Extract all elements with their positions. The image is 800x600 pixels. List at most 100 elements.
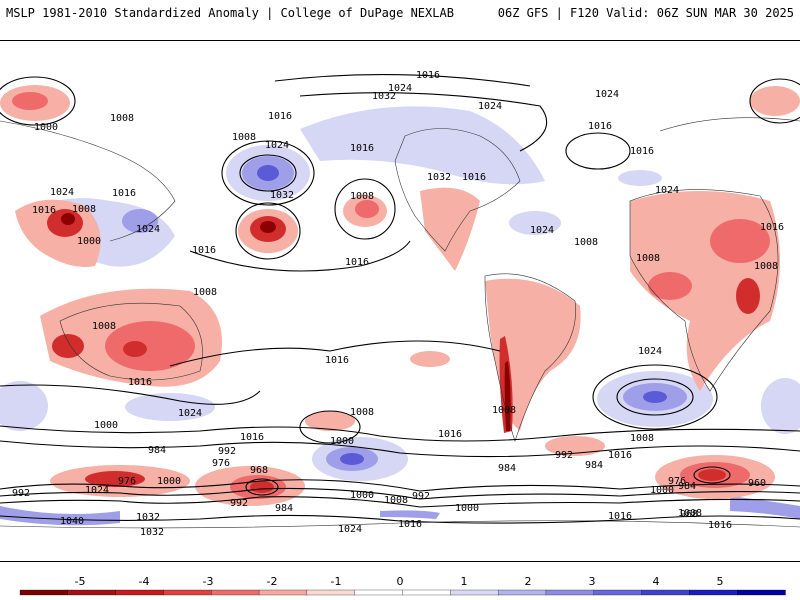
negative-anomaly: [750, 86, 800, 116]
isobar-label: 1008: [232, 132, 256, 143]
colorbar-swatch: [497, 589, 547, 596]
isobar-label: 1016: [588, 121, 612, 132]
isobar-label: 1016: [325, 355, 349, 366]
isobar-label: 1024: [478, 101, 502, 112]
isobar-label: 1016: [350, 143, 374, 154]
colorbar-tick-label: 2: [525, 575, 532, 588]
negative-anomaly: [545, 436, 605, 456]
negative-anomaly: [410, 351, 450, 367]
colorbar-swatch: [354, 589, 404, 596]
map-panel: 1016 1024 1032 1024 1008 1016 1024 1016 …: [0, 40, 800, 562]
positive-anomaly: [257, 165, 279, 181]
isobar-label: 1000: [650, 485, 674, 496]
isobar: [235, 202, 301, 260]
isobar-labels: 1016 1024 1032 1024 1008 1016 1024 1016 …: [12, 70, 784, 538]
isobar-label: 1016: [708, 520, 732, 531]
isobar-label: 1024: [638, 346, 662, 357]
model-run-info: 06Z GFS | F120 Valid: 06Z SUN MAR 30 202…: [497, 6, 794, 20]
isobar-label: 1008: [110, 113, 134, 124]
colorbar-swatch: [19, 589, 69, 596]
isobar: [169, 340, 501, 367]
colorbar-swatch: [163, 589, 212, 596]
isobar-label: 984: [585, 460, 603, 471]
isobar-label: 984: [275, 503, 293, 514]
isobar-label: 1008: [678, 508, 702, 519]
isobar-label: 1040: [60, 516, 84, 527]
isobar-label: 1032: [372, 91, 396, 102]
isobar: [0, 479, 800, 492]
positive-anomaly: [340, 453, 364, 465]
isobar-label: 1024: [50, 187, 74, 198]
colorbar-tick-label: -1: [331, 575, 342, 588]
isobar-label: 1016: [608, 450, 632, 461]
isobar: [0, 496, 800, 508]
positive-anomaly: [643, 391, 667, 403]
isobar-label: 992: [12, 488, 30, 499]
eurasia-outline: [0, 117, 800, 242]
isobar-label: 1016: [462, 172, 486, 183]
australia-outline: [59, 302, 203, 381]
isobar-label: 984: [678, 481, 696, 492]
positive-anomaly: [509, 211, 561, 235]
isobar-label: 1000: [455, 503, 479, 514]
negative-anomaly: [648, 272, 692, 300]
isobar: [0, 384, 261, 405]
isobar: [221, 140, 315, 206]
isobar-label: 1008: [574, 237, 598, 248]
isobar-label: 1000: [94, 420, 118, 431]
isobar: [0, 487, 800, 500]
isobar-label: 1016: [268, 111, 292, 122]
colorbar-swatch: [689, 589, 738, 596]
colorbar-tick-label: -3: [203, 575, 214, 588]
positive-anomaly: [125, 393, 215, 421]
isobar-label: 1016: [760, 222, 784, 233]
isobar-label: 1008: [350, 407, 374, 418]
coastlines: [0, 117, 800, 529]
isobar-label: 960: [748, 478, 766, 489]
isobar: [0, 425, 800, 442]
colorbar-swatch: [545, 589, 595, 596]
isobar-label: 992: [218, 446, 236, 457]
isobar-label: 1016: [416, 70, 440, 81]
negative-anomaly: [698, 469, 726, 481]
colorbar-tick-label: -4: [139, 575, 150, 588]
isobars: [0, 74, 800, 524]
negative-anomaly: [12, 92, 48, 110]
isobar-label: 1024: [530, 225, 554, 236]
isobar: [565, 132, 631, 170]
isobar: [0, 514, 800, 524]
isobar: [299, 410, 361, 444]
isobar-label: 1016: [192, 245, 216, 256]
positive-anomaly: [730, 496, 800, 519]
colorbar-swatch: [306, 589, 356, 596]
negative-anomaly: [736, 278, 760, 314]
isobar: [239, 154, 297, 192]
isobar-label: 968: [250, 465, 268, 476]
anomaly-map: 1016 1024 1032 1024 1008 1016 1024 1016 …: [0, 70, 800, 538]
isobar-label: 968: [680, 509, 698, 520]
isobar-label: 1032: [427, 172, 451, 183]
isobar: [334, 178, 396, 240]
positive-anomaly: [761, 378, 800, 434]
isobar-label: 1008: [492, 405, 516, 416]
isobar-label: 1000: [157, 476, 181, 487]
colorbar-swatches: [19, 589, 786, 596]
colorbar-swatch: [450, 589, 499, 596]
isobar-label: 1016: [608, 511, 632, 522]
negative-anomaly: [52, 334, 84, 358]
antarctica-outline: [0, 520, 800, 529]
negative-anomaly: [85, 471, 145, 487]
isobar: [749, 78, 800, 124]
colorbar-swatch: [593, 589, 643, 596]
isobar: [299, 92, 548, 152]
isobar-label: 1008: [350, 191, 374, 202]
isobar-label: 1016: [240, 432, 264, 443]
colorbar-swatch: [641, 589, 691, 596]
isobar-label: 1016: [112, 188, 136, 199]
positive-anomaly: [380, 510, 440, 519]
isobar-label: 1000: [77, 236, 101, 247]
colorbar-swatch: [211, 589, 260, 596]
isobar-label: 1008: [384, 495, 408, 506]
isobar-label: 1016: [345, 257, 369, 268]
isobar-label: 1008: [92, 321, 116, 332]
